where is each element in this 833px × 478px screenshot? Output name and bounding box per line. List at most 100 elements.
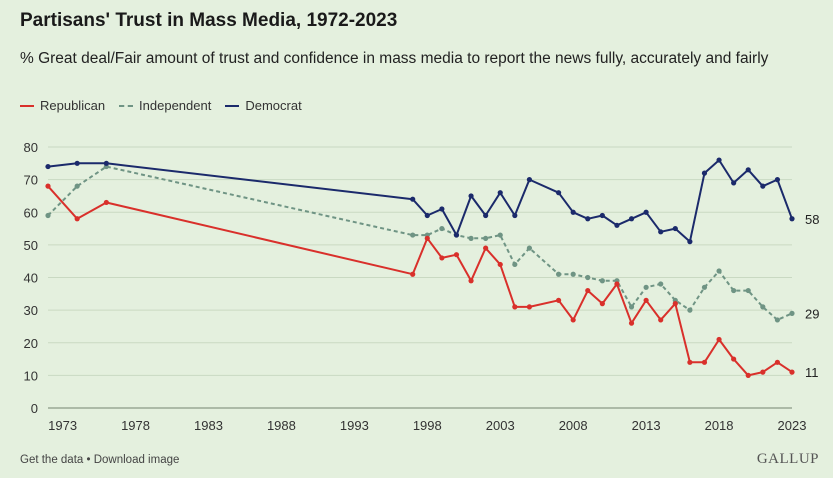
data-point-democrat <box>760 183 766 189</box>
chart-title: Partisans' Trust in Mass Media, 1972-202… <box>20 10 398 31</box>
x-tick-label: 2018 <box>705 418 734 433</box>
data-point-independent <box>410 232 416 238</box>
data-point-democrat <box>74 160 80 166</box>
y-tick-label: 40 <box>24 271 38 286</box>
data-point-republican <box>716 336 722 343</box>
data-point-republican <box>701 359 708 365</box>
data-point-independent <box>643 284 649 290</box>
legend-item-independent: Independent <box>119 98 211 113</box>
data-point-republican <box>614 281 620 287</box>
data-point-republican <box>745 372 751 378</box>
data-point-republican <box>643 297 649 303</box>
x-tick-label: 2023 <box>778 418 807 433</box>
y-tick-label: 50 <box>24 238 38 253</box>
data-point-republican <box>468 278 474 284</box>
data-point-republican <box>103 199 109 206</box>
data-point-democrat <box>103 160 109 166</box>
data-point-democrat <box>628 216 635 222</box>
data-point-republican <box>687 359 693 365</box>
data-point-republican <box>672 301 678 307</box>
end-label-democrat: 58 <box>805 212 819 227</box>
data-point-democrat <box>745 167 751 173</box>
data-point-democrat <box>774 177 781 183</box>
x-tick-label: 1993 <box>340 418 369 433</box>
data-point-democrat <box>614 222 620 228</box>
data-point-democrat <box>585 216 591 222</box>
data-point-democrat <box>716 157 722 163</box>
y-tick-label: 0 <box>31 401 38 416</box>
data-point-democrat <box>512 212 518 219</box>
data-point-republican <box>74 216 80 222</box>
chart-subtitle: % Great deal/Fair amount of trust and co… <box>20 50 769 67</box>
data-point-independent <box>74 183 80 189</box>
legend-label-republican: Republican <box>40 98 106 113</box>
x-tick-label: 1983 <box>194 418 223 433</box>
data-point-republican <box>424 235 430 241</box>
data-point-republican <box>658 317 664 323</box>
data-point-republican <box>439 255 445 261</box>
data-point-democrat <box>701 170 708 176</box>
data-point-republican <box>760 369 766 375</box>
data-point-republican <box>512 304 518 310</box>
x-tick-label: 2003 <box>486 418 515 433</box>
x-tick-label: 1998 <box>413 418 442 433</box>
chart-legend: Republican Independent Democrat <box>20 98 302 113</box>
footer-links: Get the data • Download image <box>20 454 179 466</box>
data-point-independent <box>526 245 533 251</box>
data-point-independent <box>701 284 708 290</box>
y-tick-label: 20 <box>24 336 38 351</box>
data-point-republican <box>628 320 635 326</box>
data-point-independent <box>687 307 693 313</box>
x-tick-label: 1978 <box>121 418 150 433</box>
data-point-republican <box>774 359 781 365</box>
data-point-democrat <box>789 216 795 222</box>
data-point-democrat <box>570 209 576 215</box>
data-point-independent <box>439 225 445 232</box>
data-point-democrat <box>468 193 474 199</box>
data-point-independent <box>731 287 737 294</box>
x-tick-label: 2013 <box>632 418 661 433</box>
data-point-independent <box>628 304 635 310</box>
data-point-republican <box>483 245 489 251</box>
legend-label-independent: Independent <box>139 98 212 113</box>
data-point-independent <box>789 310 795 316</box>
data-point-democrat <box>526 177 533 183</box>
data-point-democrat <box>424 212 430 219</box>
y-tick-label: 30 <box>24 303 38 318</box>
data-point-independent <box>45 212 51 219</box>
legend-item-democrat: Democrat <box>225 98 302 113</box>
data-point-democrat <box>497 190 503 196</box>
legend-item-republican: Republican <box>20 98 105 113</box>
data-point-independent <box>555 271 562 277</box>
series-line-democrat <box>47 159 793 243</box>
data-point-democrat <box>672 225 678 232</box>
x-tick-label: 2008 <box>559 418 588 433</box>
x-tick-label: 1988 <box>267 418 296 433</box>
get-data-link[interactable]: Get the data <box>20 454 84 466</box>
data-point-democrat <box>483 212 489 219</box>
data-point-republican <box>731 356 737 362</box>
data-point-democrat <box>453 232 460 238</box>
data-point-independent <box>512 261 518 268</box>
data-point-democrat <box>731 180 737 186</box>
legend-swatch-democrat <box>225 104 240 107</box>
data-point-independent <box>468 235 474 241</box>
end-label-republican: 11 <box>805 365 819 380</box>
data-point-independent <box>570 271 576 277</box>
data-point-republican <box>585 287 591 294</box>
data-point-democrat <box>555 190 562 196</box>
series-line-republican <box>47 185 793 377</box>
data-point-republican <box>599 301 605 307</box>
data-point-independent <box>585 274 591 281</box>
footer-separator: • <box>83 454 94 466</box>
data-point-democrat <box>687 239 693 245</box>
data-point-independent <box>716 268 722 274</box>
legend-label-democrat: Democrat <box>245 98 302 113</box>
gallup-logo: GALLUP <box>756 451 819 467</box>
data-point-independent <box>774 317 781 323</box>
y-tick-label: 10 <box>24 368 38 383</box>
legend-swatch-independent <box>119 104 134 107</box>
download-image-link[interactable]: Download image <box>93 454 180 466</box>
data-point-republican <box>497 261 503 268</box>
